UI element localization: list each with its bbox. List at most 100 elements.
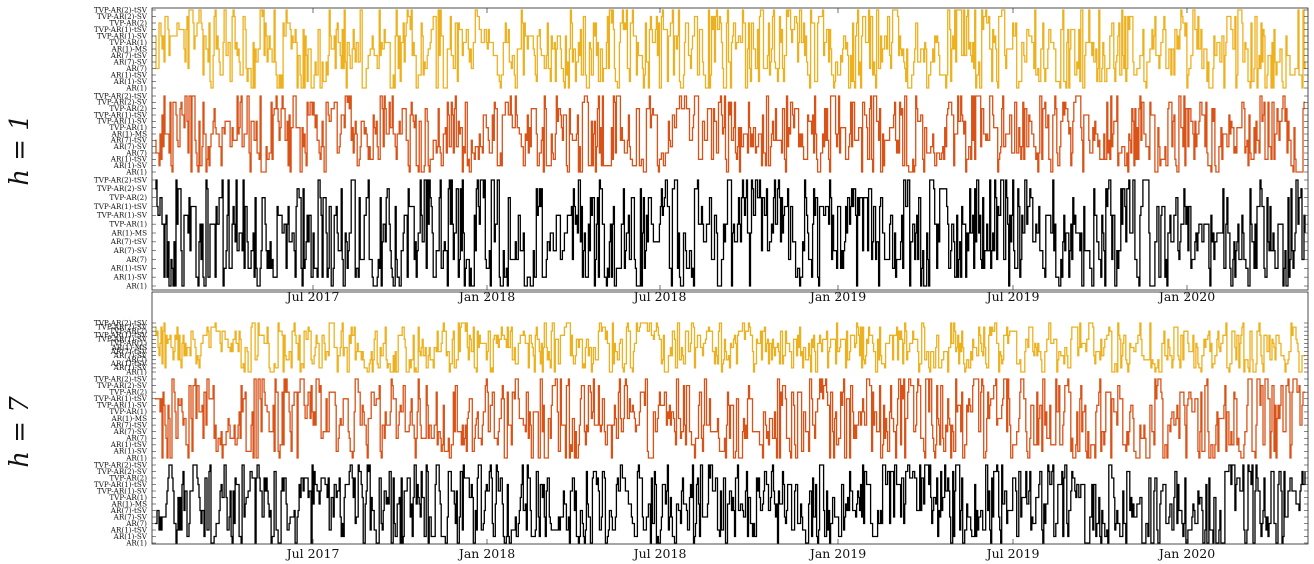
y-tick-label: TVP-AR(1) bbox=[109, 407, 147, 416]
y-tick-label: AR(7)-SV bbox=[113, 246, 148, 255]
y-tick-label: TVP-AR(2)-SV bbox=[97, 98, 148, 107]
y-tick-label: TVP-AR(2) bbox=[109, 104, 147, 113]
series-lines bbox=[155, 322, 1306, 544]
y-tick-label: TVP-AR(2) bbox=[109, 18, 147, 27]
x-tick-label: Jan 2018 bbox=[457, 546, 515, 561]
y-tick-label: AR(1)-SV bbox=[113, 447, 148, 456]
y-tick-label: AR(1)-tSV bbox=[110, 359, 148, 368]
y-tick-label: TVP-AR(2)-SV bbox=[97, 467, 148, 476]
y-tick-label: TVP-AR(2) bbox=[109, 473, 147, 482]
y-tick-label: AR(1)-tSV bbox=[110, 525, 148, 534]
y-tick-label: TVP-AR(1)-tSV bbox=[94, 394, 148, 403]
y-tick-label: TVP-AR(1)-SV bbox=[97, 401, 148, 410]
y-tick-label: AR(1)-SV bbox=[113, 532, 148, 541]
y-tick-label: TVP-AR(2)-tSV bbox=[94, 91, 148, 100]
plot-area-frame bbox=[151, 7, 1309, 291]
y-tick-label: TVP-AR(2) bbox=[109, 387, 147, 396]
axis-ticks bbox=[152, 292, 1308, 544]
y-tick-label: AR(7) bbox=[125, 519, 147, 528]
x-tick-label: Jul 2017 bbox=[285, 289, 340, 304]
x-tick-label: Jan 2019 bbox=[808, 546, 866, 561]
y-tick-label: AR(7)-tSV bbox=[110, 506, 148, 515]
y-tick-label: AR(1)-tSV bbox=[110, 440, 148, 449]
axis-ticks bbox=[152, 8, 1308, 290]
y-tick-label: AR(1)-MS bbox=[111, 44, 148, 53]
y-tick-label: TVP-AR(1)-tSV bbox=[94, 110, 148, 119]
y-tick-label: AR(7) bbox=[125, 64, 147, 73]
x-tick-label: Jul 2018 bbox=[632, 289, 687, 304]
series-line bbox=[155, 378, 1305, 459]
y-tick-label: TVP-AR(1) bbox=[109, 339, 147, 348]
y-tick-label: TVP-AR(2) bbox=[109, 193, 147, 202]
panel-label: h = 1 bbox=[5, 114, 35, 186]
y-tick-label: TVP-AR(1)-tSV bbox=[94, 480, 148, 489]
x-tick-label: Jan 2020 bbox=[1157, 546, 1215, 561]
y-tick-label: TVP-AR(2)-tSV bbox=[94, 318, 148, 327]
y-tick-label: TVP-AR(2)-tSV bbox=[94, 5, 148, 14]
y-tick-label: TVP-AR(1)-tSV bbox=[94, 25, 148, 34]
y-tick-label: AR(1)-SV bbox=[113, 272, 148, 281]
y-tick-label: AR(1)-MS bbox=[111, 499, 148, 508]
y-tick-label: AR(1)-SV bbox=[113, 161, 148, 170]
y-tick-label: TVP-AR(1) bbox=[109, 38, 147, 47]
x-tick-label: Jan 2018 bbox=[457, 289, 515, 304]
y-tick-label: AR(1)-MS bbox=[111, 129, 148, 138]
y-tick-label: AR(1) bbox=[125, 538, 147, 547]
y-tick-label: AR(1) bbox=[125, 167, 147, 176]
y-tick-label: AR(1) bbox=[125, 367, 147, 376]
series-line bbox=[155, 464, 1306, 544]
x-axis-labels: Jul 2017 Jan 2018 Jul 2018 Jan 2019 Jul 2019… bbox=[285, 546, 1216, 561]
series-line bbox=[155, 179, 1306, 287]
y-tick-label: AR(1)-SV bbox=[113, 363, 148, 372]
y-tick-label: TVP-AR(2)-tSV bbox=[94, 175, 148, 184]
y-tick-label: AR(7) bbox=[125, 255, 147, 264]
y-tick-label: AR(1) bbox=[125, 453, 147, 462]
y-tick-label: AR(1)-tSV bbox=[110, 155, 148, 164]
y-tick-label: AR(7) bbox=[125, 148, 147, 157]
y-tick-label: AR(7)-SV bbox=[113, 351, 148, 360]
y-tick-label: AR(1)-MS bbox=[111, 228, 148, 237]
y-tick-label: AR(7)-tSV bbox=[110, 136, 148, 145]
y-tick-label: TVP-AR(1)-SV bbox=[97, 486, 148, 495]
x-tick-label: Jul 2017 bbox=[285, 546, 340, 561]
y-tick-label: TVP-AR(1)-SV bbox=[97, 117, 148, 126]
y-tick-label: TVP-AR(2)-SV bbox=[97, 184, 148, 193]
y-tick-label: TVP-AR(1) bbox=[109, 123, 147, 132]
y-tick-label: AR(7)-tSV bbox=[110, 347, 148, 356]
y-tick-label: TVP-AR(1)-SV bbox=[97, 31, 148, 40]
series-line bbox=[155, 322, 1305, 373]
x-tick-label: Jan 2019 bbox=[808, 289, 866, 304]
y-tick-label: TVP-AR(2)-SV bbox=[97, 322, 148, 331]
y-tick-label: AR(7)-SV bbox=[113, 142, 148, 151]
x-tick-label: Jan 2020 bbox=[1157, 289, 1215, 304]
series-line bbox=[155, 95, 1305, 173]
series-lines bbox=[155, 9, 1306, 287]
x-tick-label: Jul 2018 bbox=[632, 546, 687, 561]
series-line bbox=[155, 9, 1306, 89]
y-tick-label: AR(7) bbox=[125, 434, 147, 443]
y-tick-label: AR(7)-SV bbox=[113, 57, 148, 66]
x-tick-label: Jul 2019 bbox=[985, 546, 1040, 561]
y-tick-label: TVP-AR(2)-tSV bbox=[94, 374, 148, 383]
y-tick-label: TVP-AR(2)-tSV bbox=[94, 460, 148, 469]
y-tick-label: TVP-AR(1)-tSV bbox=[94, 331, 148, 340]
y-tick-label: TVP-AR(1)-SV bbox=[97, 211, 148, 220]
y-tick-label: AR(1)-tSV bbox=[110, 264, 148, 273]
y-tick-label: AR(7)-SV bbox=[113, 512, 148, 521]
x-axis-labels: Jul 2017 Jan 2018 Jul 2018 Jan 2019 Jul 2019… bbox=[285, 289, 1216, 304]
panel-label: h = 7 bbox=[5, 396, 35, 468]
y-tick-label: AR(7)-tSV bbox=[110, 51, 148, 60]
y-tick-label: TVP-AR(2)-SV bbox=[97, 381, 148, 390]
y-tick-label: AR(7) bbox=[125, 355, 147, 364]
x-tick-label: Jul 2019 bbox=[985, 289, 1040, 304]
y-tick-label: TVP-AR(2)-SV bbox=[97, 12, 148, 21]
y-tick-label: TVP-AR(1)-SV bbox=[97, 335, 148, 344]
y-tick-label: TVP-AR(1) bbox=[109, 493, 147, 502]
y-tick-label: AR(7)-SV bbox=[113, 427, 148, 436]
y-tick-label: AR(7)-tSV bbox=[110, 237, 148, 246]
panel-h7: h = 7 TVP-AR(2)-tSVTVP-AR(2)-SVTVP-AR(2)… bbox=[5, 291, 1309, 561]
y-axis-labels: TVP-AR(2)-tSVTVP-AR(2)-SVTVP-AR(2)TVP-AR… bbox=[94, 5, 148, 290]
y-tick-label: TVP-AR(1)-tSV bbox=[94, 202, 148, 211]
y-tick-label: AR(1)-tSV bbox=[110, 70, 148, 79]
